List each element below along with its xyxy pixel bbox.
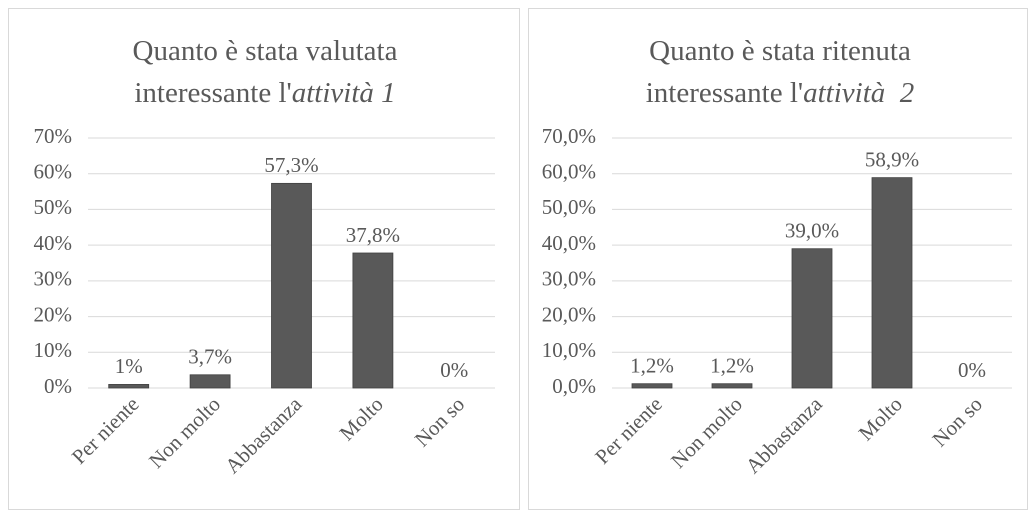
bar — [791, 248, 833, 389]
data-label: 39,0% — [785, 219, 839, 243]
data-label: 1,2% — [630, 354, 674, 378]
data-label: 58,9% — [865, 147, 919, 171]
panel — [8, 8, 520, 510]
data-label: 0% — [440, 358, 468, 382]
y-tick-label: 20% — [34, 302, 73, 326]
data-label: 3,7% — [188, 345, 232, 369]
data-label: 0% — [958, 358, 986, 382]
y-tick-label: 30% — [34, 267, 73, 291]
y-tick-label: 40% — [34, 231, 73, 255]
y-tick-label: 70% — [34, 124, 73, 148]
y-tick-label: 40,0% — [542, 231, 596, 255]
bar — [352, 252, 394, 389]
y-tick-label: 30,0% — [542, 267, 596, 291]
bar — [711, 383, 753, 389]
y-tick-label: 50,0% — [542, 195, 596, 219]
y-tick-label: 70,0% — [542, 124, 596, 148]
y-tick-label: 10,0% — [542, 338, 596, 362]
y-tick-label: 60% — [34, 160, 73, 184]
bar — [871, 177, 913, 389]
title-part: attività 2 — [803, 77, 915, 109]
bar — [631, 383, 673, 389]
y-tick-label: 10% — [34, 338, 73, 362]
title-part: attività 1 — [291, 77, 396, 109]
chart-title: Quanto è stata ritenuta interessante l'a… — [600, 30, 960, 114]
panel — [528, 8, 1028, 510]
y-tick-label: 50% — [34, 195, 73, 219]
data-label: 1,2% — [710, 354, 754, 378]
y-tick-label: 0,0% — [552, 374, 596, 398]
data-label: 37,8% — [346, 223, 400, 247]
y-tick-label: 0% — [44, 374, 72, 398]
data-label: 57,3% — [264, 153, 318, 177]
data-label: 1% — [115, 354, 143, 378]
bar — [271, 182, 312, 389]
chart-title: Quanto è stata valutata interessante l'a… — [85, 30, 445, 114]
y-tick-label: 60,0% — [542, 160, 596, 184]
title-part: Quanto è stata ritenuta interessante l' — [645, 35, 919, 109]
bar — [108, 384, 150, 389]
title-part: Quanto è stata valutata interessante l' — [132, 35, 405, 109]
bar — [189, 374, 231, 389]
y-tick-label: 20,0% — [542, 302, 596, 326]
